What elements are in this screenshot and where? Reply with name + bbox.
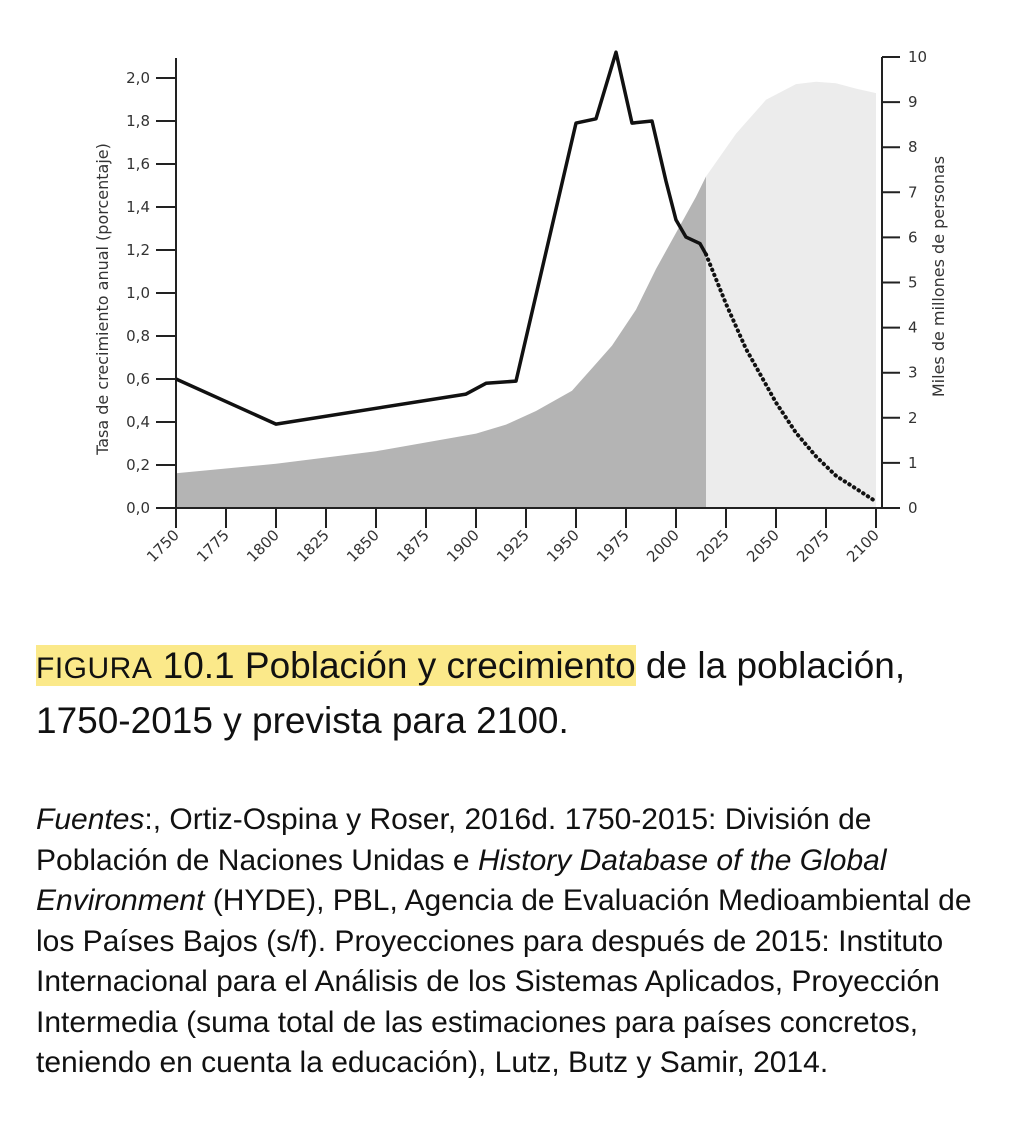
bottom-tick-label: 1750	[143, 526, 183, 566]
right-tick-label: 6	[908, 228, 918, 246]
right-tick-label: 0	[908, 499, 918, 517]
left-tick-label: 1,4	[126, 198, 150, 216]
left-tick-label: 0,4	[126, 413, 150, 431]
left-tick-label: 2,0	[126, 69, 150, 87]
population-area-projected	[706, 81, 876, 509]
sources-note: Fuentes:, Ortiz-Ospina y Roser, 2016d. 1…	[36, 800, 996, 1084]
left-tick-label: 1,2	[126, 241, 150, 259]
bottom-tick-label: 2050	[743, 526, 783, 566]
population-areas	[176, 81, 876, 509]
sources-italic-title: History Database of the Global Environme…	[36, 843, 887, 918]
right-tick-label: 9	[908, 93, 918, 111]
population-area-historical	[176, 176, 706, 508]
bottom-tick-label: 2075	[793, 526, 833, 566]
sources-text-2: (HYDE), PBL, Agencia de Evaluación Medio…	[36, 884, 972, 1079]
growth-line-historical	[175, 50, 708, 426]
caption-rest: de la población, 1750-2015 y prevista pa…	[36, 645, 906, 741]
left-axis-title: Tasa de crecimiento anual (porcentaje)	[93, 143, 112, 456]
right-tick-label: 4	[908, 319, 918, 337]
bottom-tick-label: 1975	[593, 526, 633, 566]
bottom-tick-label: 1800	[243, 526, 283, 566]
right-tick-label: 7	[908, 183, 918, 201]
right-axis-title: Miles de millones de personas	[929, 156, 948, 397]
caption-highlight: Figura 10.1 Población y crecimiento	[36, 645, 636, 686]
bottom-tick-label: 2100	[843, 526, 883, 566]
left-tick-label: 0,2	[126, 456, 150, 474]
left-tick-label: 0,0	[126, 499, 150, 517]
bottom-tick-label: 1900	[443, 526, 483, 566]
population-growth-chart: 0,0 0,2 0,4 0,6 0,8 1,0 1,2 1,4 1,6 1,8 2,0 0 1 2 3 4 5 6…	[93, 48, 948, 566]
bottom-tick-label: 1775	[193, 526, 233, 566]
right-tick-label: 10	[908, 48, 927, 66]
right-tick-label: 8	[908, 138, 918, 156]
chart-axes	[156, 56, 900, 528]
figure-label: Figura	[36, 652, 153, 685]
bottom-tick-label: 1825	[293, 526, 333, 566]
figure-caption: Figura 10.1 Población y crecimiento de l…	[36, 640, 996, 747]
right-tick-label: 1	[908, 454, 918, 472]
caption-title: 10.1 Población y crecimiento	[152, 645, 636, 686]
bottom-tick-label: 1875	[393, 526, 433, 566]
bottom-tick-label: 1925	[493, 526, 533, 566]
left-tick-label: 1,8	[126, 112, 150, 130]
left-tick-label: 1,6	[126, 155, 150, 173]
sources-label: Fuentes	[36, 803, 145, 836]
bottom-tick-label: 1850	[343, 526, 383, 566]
bottom-tick-label: 2000	[643, 526, 683, 566]
right-tick-label: 5	[908, 274, 918, 292]
right-tick-label: 3	[908, 364, 918, 382]
growth-lines	[175, 50, 878, 504]
bottom-tick-label: 2025	[693, 526, 733, 566]
bottom-tick-label: 1950	[543, 526, 583, 566]
sources-text-1: :, Ortiz-Ospina y Roser, 2016d. 1750-201…	[36, 803, 872, 877]
left-tick-label: 0,8	[126, 327, 150, 345]
growth-line-projected	[704, 252, 878, 504]
right-tick-label: 2	[908, 409, 918, 427]
left-tick-label: 1,0	[126, 284, 150, 302]
left-tick-label: 0,6	[126, 370, 150, 388]
